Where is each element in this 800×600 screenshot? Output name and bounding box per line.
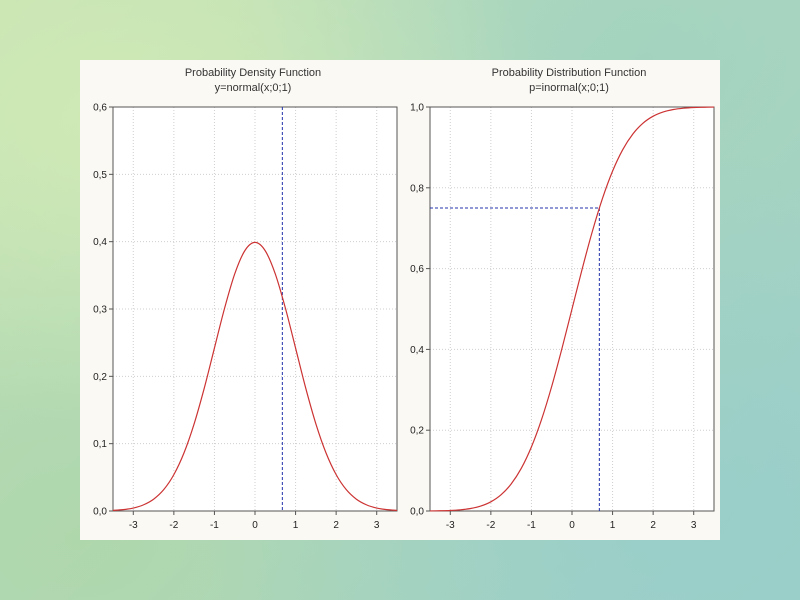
chart-2-x-tick-label-5: 2 (650, 520, 656, 531)
chart-1-y-tick-label-5: 0,5 (93, 170, 107, 181)
chart-2-y-tick-label-0: 0,0 (410, 507, 424, 518)
chart-1-y-tick-label-2: 0,2 (93, 372, 107, 383)
chart-1-y-tick-label-1: 0,1 (93, 439, 107, 450)
chart-2-y-tick-label-3: 0,6 (410, 264, 424, 275)
chart-1-x-tick-label-0: -3 (129, 520, 138, 531)
chart-1-series-curve (112, 241, 398, 511)
chart-2-y-tick-label-5: 1,0 (410, 103, 424, 114)
figure-panel: -3 -2 -1 0 1 2 3 0,0 0,1 0,2 0,3 0,4 0,5 0,6 Probabili… (80, 60, 720, 540)
chart-2-x-tick-label-1: -2 (486, 520, 495, 531)
chart-canvas: -3 -2 -1 0 1 2 3 0,0 0,1 0,2 0,3 0,4 0,5 0,6 Probabili… (93, 67, 715, 531)
chart-2-series-curve (429, 106, 715, 512)
chart-2-x-tick-label-3: 0 (569, 520, 575, 531)
chart-2-y-tick-label-4: 0,8 (410, 183, 424, 194)
chart-1-x-tick-label-3: 0 (252, 520, 258, 531)
chart-2-subtitle: p=inormal(x;0;1) (529, 82, 609, 94)
chart-1-y-tick-label-0: 0,0 (93, 507, 107, 518)
chart-2-y-tick-label-2: 0,4 (410, 345, 424, 356)
chart-1-title: Probability Density Function (185, 67, 321, 79)
chart-1-x-tick-label-6: 3 (374, 520, 380, 531)
chart-1-y-tick-label-6: 0,6 (93, 103, 107, 114)
chart-1-y-tick-label-3: 0,3 (93, 305, 107, 316)
chart-1-x-tick-label-5: 2 (333, 520, 339, 531)
chart-1-subtitle: y=normal(x;0;1) (215, 82, 292, 94)
chart-2-y-tick-label-1: 0,2 (410, 426, 424, 437)
chart-2-x-tick-label-4: 1 (610, 520, 616, 531)
chart-1-x-tick-label-1: -2 (169, 520, 178, 531)
chart-2-x-tick-label-2: -1 (527, 520, 536, 531)
chart-1-y-tick-label-4: 0,4 (93, 237, 107, 248)
chart-1-x-tick-label-2: -1 (210, 520, 219, 531)
chart-2-x-tick-label-0: -3 (446, 520, 455, 531)
chart-2-x-tick-label-6: 3 (691, 520, 697, 531)
chart-1-x-tick-label-4: 1 (293, 520, 299, 531)
chart-2-title: Probability Distribution Function (492, 67, 647, 79)
